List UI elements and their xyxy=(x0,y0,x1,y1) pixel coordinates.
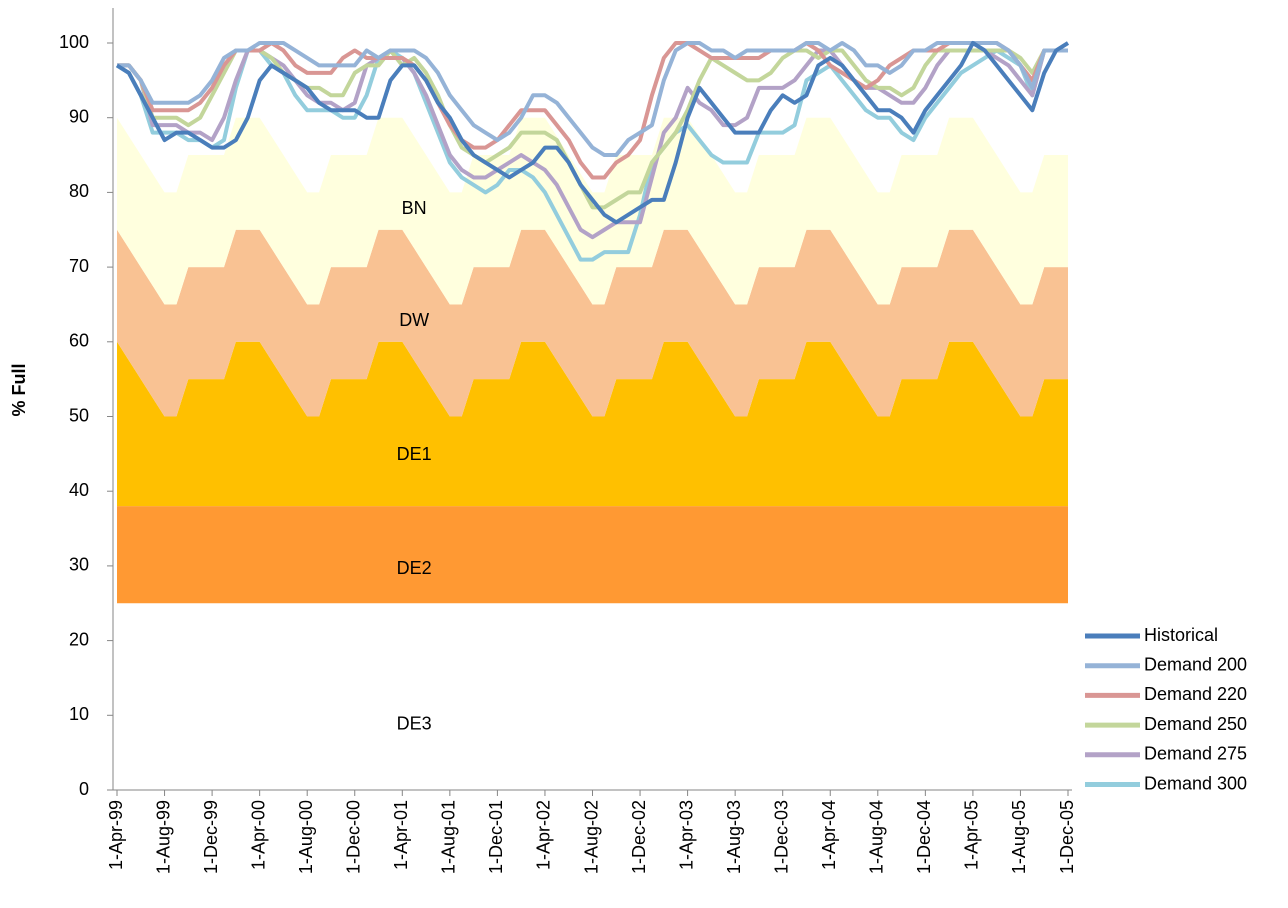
x-tick-label: 1-Dec-99 xyxy=(201,800,221,874)
x-tick-label: 1-Apr-00 xyxy=(248,800,268,870)
band-label: BN xyxy=(402,198,427,218)
x-tick-label: 1-Dec-04 xyxy=(914,800,934,874)
x-tick-label: 1-Aug-02 xyxy=(581,800,601,874)
x-tick-label: 1-Dec-02 xyxy=(629,800,649,874)
x-tick-label: 1-Apr-02 xyxy=(534,800,554,870)
y-tick-label: 90 xyxy=(69,106,89,126)
legend-label: Demand 275 xyxy=(1144,744,1247,764)
y-tick-label: 30 xyxy=(69,555,89,575)
y-tick-label: 60 xyxy=(69,331,89,351)
y-tick-label: 100 xyxy=(59,32,89,52)
x-tick-label: 1-Aug-00 xyxy=(296,800,316,874)
series-line xyxy=(117,48,1068,210)
y-tick-label: 20 xyxy=(69,629,89,649)
x-tick-label: 1-Apr-03 xyxy=(676,800,696,870)
x-tick-label: 1-Aug-05 xyxy=(1009,800,1029,874)
series-line xyxy=(117,41,1068,158)
y-tick-label: 80 xyxy=(69,181,89,201)
band-area xyxy=(117,341,1068,507)
x-tick-label: 1-Apr-05 xyxy=(962,800,982,870)
x-tick-label: 1-Aug-01 xyxy=(439,800,459,874)
legend-label: Historical xyxy=(1144,625,1218,645)
x-tick-label: 1-Apr-99 xyxy=(106,800,126,870)
x-tick-label: 1-Aug-04 xyxy=(867,800,887,874)
band-label: DE1 xyxy=(397,444,432,464)
x-tick-label: 1-Apr-01 xyxy=(391,800,411,870)
x-tick-label: 1-Aug-03 xyxy=(724,800,744,874)
legend-label: Demand 250 xyxy=(1144,714,1247,734)
band-area xyxy=(117,603,1068,790)
x-tick-label: 1-Dec-03 xyxy=(771,800,791,874)
y-axis-label: % Full xyxy=(9,364,29,417)
x-tick-label: 1-Dec-00 xyxy=(344,800,364,874)
band-area xyxy=(117,506,1068,604)
y-tick-label: 50 xyxy=(69,405,89,425)
x-tick-label: 1-Apr-04 xyxy=(819,800,839,870)
x-tick-label: 1-Dec-01 xyxy=(486,800,506,874)
y-tick-label: 10 xyxy=(69,704,89,724)
series-line xyxy=(115,41,1070,225)
y-tick-label: 40 xyxy=(69,480,89,500)
y-tick-label: 0 xyxy=(79,779,89,799)
legend-label: Demand 200 xyxy=(1144,654,1247,674)
legend-label: Demand 220 xyxy=(1144,684,1247,704)
legend-label: Demand 300 xyxy=(1144,773,1247,793)
band-area xyxy=(117,117,1068,305)
band-label: DE3 xyxy=(397,713,432,733)
y-tick-label: 70 xyxy=(69,256,89,276)
band-label: DE2 xyxy=(397,558,432,578)
x-tick-label: 1-Aug-99 xyxy=(153,800,173,874)
x-tick-label: 1-Dec-05 xyxy=(1057,800,1077,874)
band-label: DW xyxy=(399,310,429,330)
band-area xyxy=(117,229,1068,417)
